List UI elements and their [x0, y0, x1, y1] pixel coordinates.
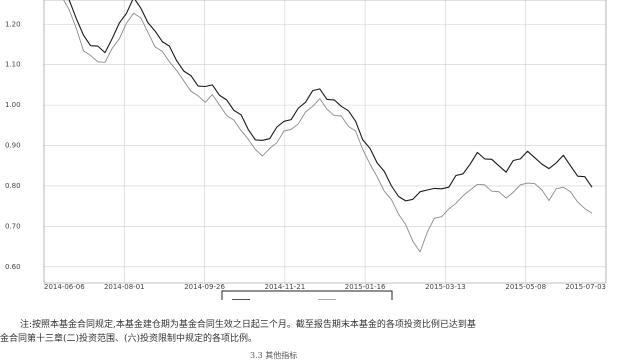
chart-series — [63, 0, 593, 253]
x-tick-label: 2014-06-06 — [44, 283, 85, 291]
y-tick-label: 0.70 — [5, 222, 21, 230]
chart-legend — [221, 290, 393, 300]
y-tick-label: 0.60 — [5, 263, 21, 271]
y-axis-ticks: 1.20 1.10 1.00 0.90 0.80 0.70 0.60 — [5, 20, 21, 271]
series-line-2 — [63, 0, 593, 253]
x-tick-label: 2014-08-01 — [104, 283, 145, 291]
section-caption: 3.3 其他指标 — [250, 351, 298, 360]
x-tick-label: 2014-11-21 — [265, 283, 306, 291]
footnote: 注:按照本基金合同规定,本基金建仓期为基金合同生效之日起三个月。截至报告期末本基… — [0, 318, 618, 346]
footnote-line-2: 金合同第十三章(二)投资范围、(六)投资限制中规定的各项比例。 — [0, 334, 258, 344]
x-tick-label: 2015-07-03 — [565, 283, 606, 291]
y-tick-label: 1.00 — [5, 101, 21, 109]
plot-frame — [43, 0, 607, 284]
x-tick-label: 2015-05-08 — [505, 283, 546, 291]
legend-box — [221, 290, 393, 300]
x-axis-ticks: 2014-06-06 2014-08-01 2014-09-26 2014-11-21… — [44, 283, 606, 291]
y-tick-label: 0.90 — [5, 142, 21, 150]
x-tick-label: 2014-09-26 — [184, 283, 225, 291]
y-tick-label: 0.80 — [5, 182, 21, 190]
line-chart: 1.201.101.000.900.800.700.60 2014-06-06 2… — [5, 0, 607, 300]
x-tick-label: 2015-03-13 — [425, 283, 466, 291]
y-tick-label: 1.20 — [5, 20, 21, 28]
y-tick-label: 1.10 — [5, 61, 21, 69]
footnote-line-1: 注:按照本基金合同规定,本基金建仓期为基金合同生效之日起三个月。截至报告期末本基… — [20, 320, 476, 330]
series-line-1 — [68, 0, 593, 202]
x-tick-label: 2015-01-16 — [345, 283, 386, 291]
chart-grid — [43, 0, 607, 284]
